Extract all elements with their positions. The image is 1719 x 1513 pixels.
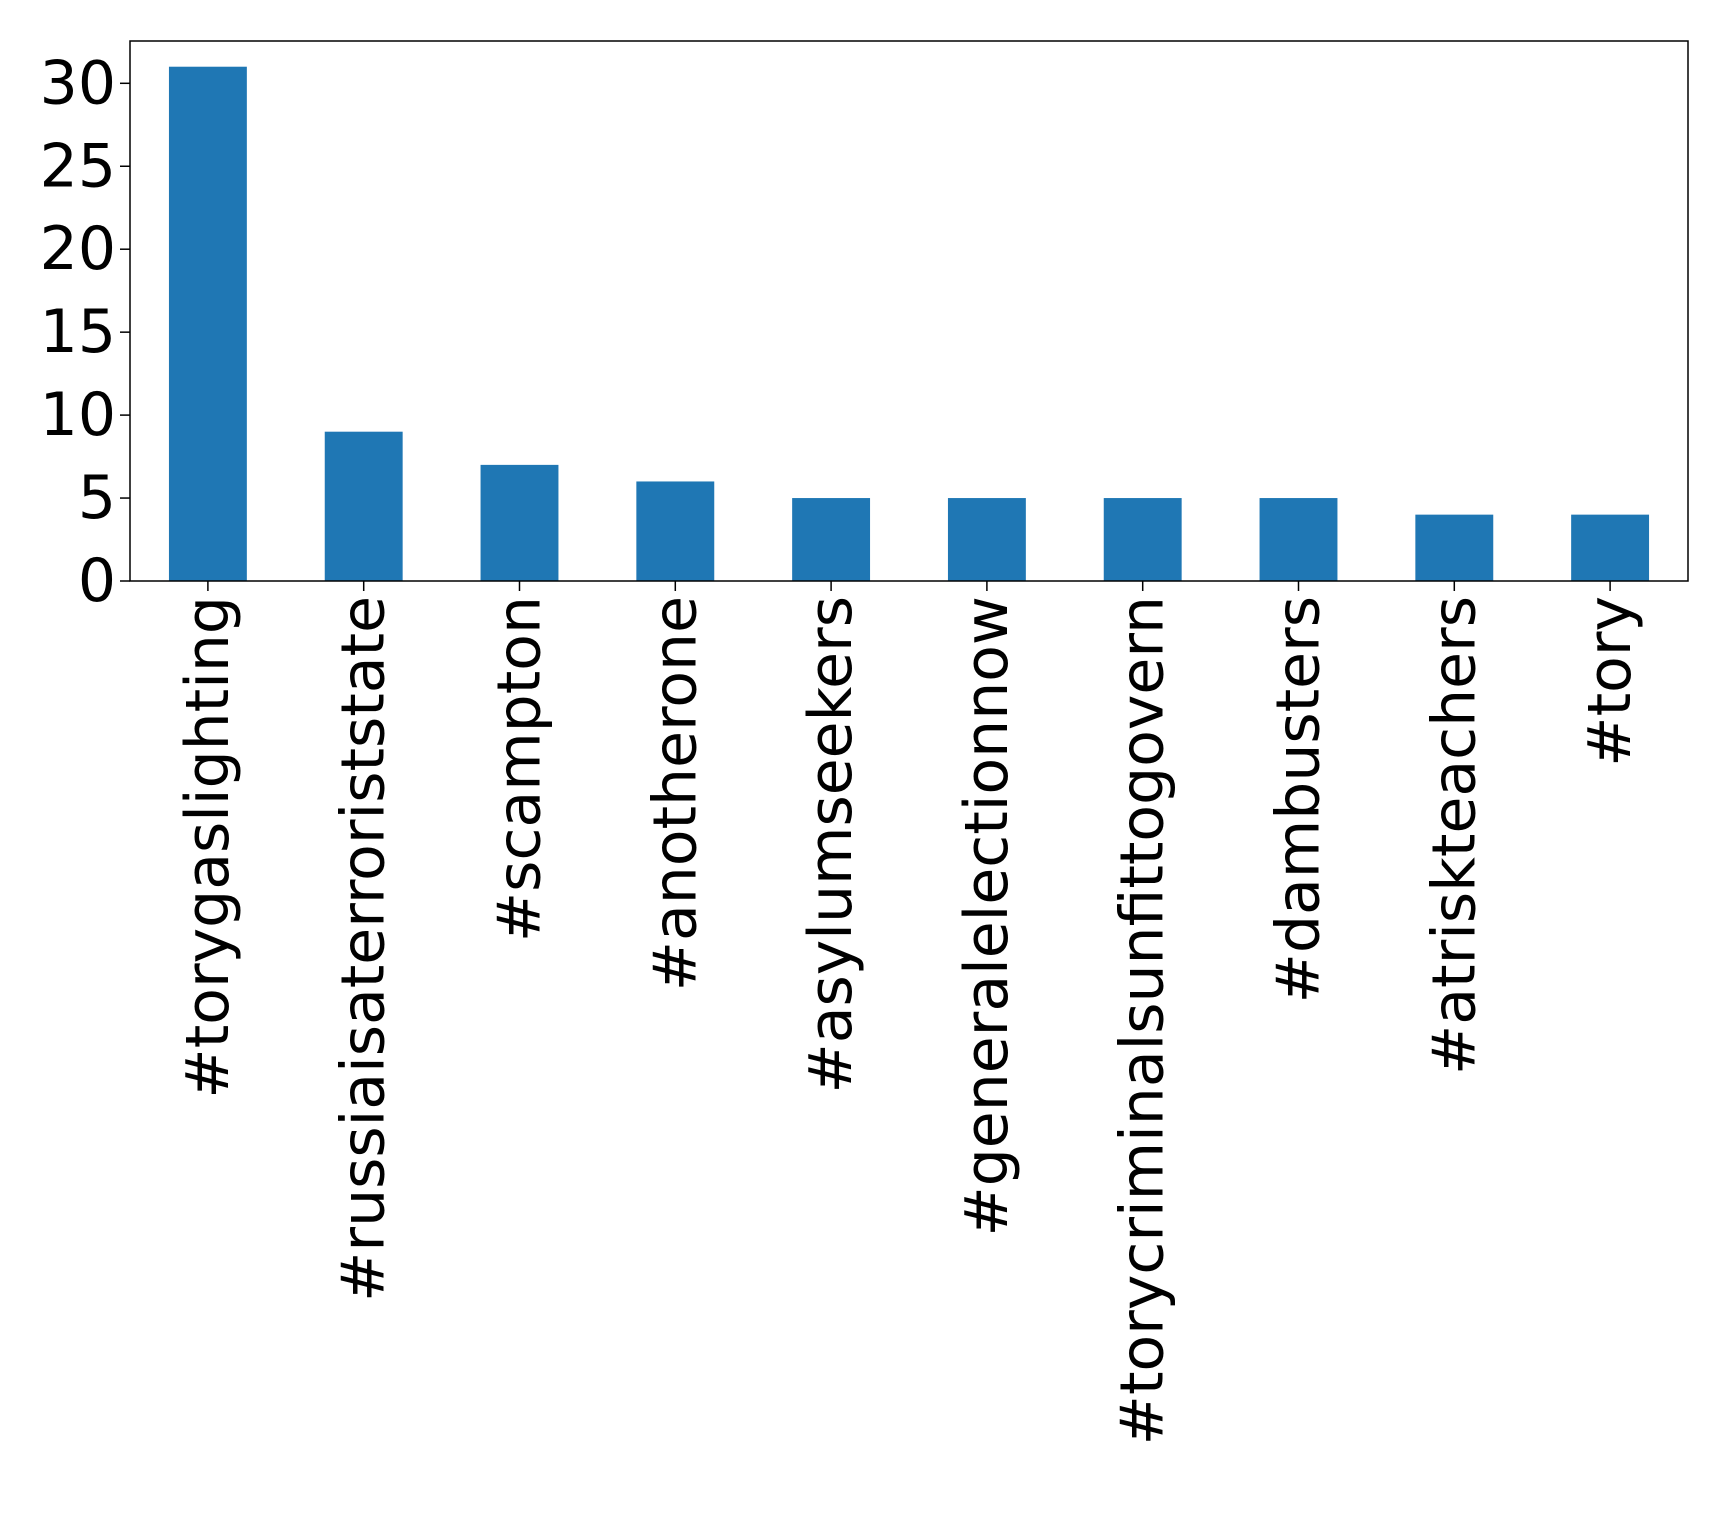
bar [1571, 514, 1650, 581]
bars-group [168, 66, 1650, 581]
x-tick-label: #russiaisaterroriststate [329, 596, 399, 1302]
bar [324, 431, 403, 581]
x-tick-label: #torygaslighting [173, 596, 243, 1099]
bar [1415, 514, 1494, 581]
y-tick-label: 15 [40, 297, 116, 367]
y-tick-label: 0 [78, 546, 116, 616]
x-tick-label: #atriskteachers [1419, 596, 1489, 1075]
bar [480, 464, 559, 581]
y-tick-label: 30 [40, 48, 116, 118]
y-axis: 0 5 10 15 20 25 30 [40, 48, 130, 616]
x-tick-label: #dambusters [1264, 596, 1334, 1003]
y-tick-label: 10 [40, 380, 116, 450]
bar [947, 498, 1026, 581]
x-tick-label: #scampton [485, 596, 555, 942]
y-tick-label: 25 [40, 131, 116, 201]
x-tick-label: #generalelectionnow [952, 596, 1022, 1237]
x-tick-label: #anotherone [640, 596, 710, 991]
x-tick-label: #torycriminalsunfittogovern [1108, 596, 1178, 1445]
bar [792, 498, 871, 581]
bar [1259, 498, 1338, 581]
x-tick-label: #tory [1575, 596, 1645, 767]
bar [636, 481, 715, 581]
y-tick-label: 5 [78, 463, 116, 533]
x-axis: #torygaslighting #russiaisaterroriststate… [173, 581, 1645, 1445]
plot-frame [129, 40, 1689, 582]
bar [168, 66, 247, 581]
y-tick-label: 20 [40, 214, 116, 284]
x-tick-label: #asylumseekers [796, 596, 866, 1094]
bar [1103, 498, 1182, 581]
